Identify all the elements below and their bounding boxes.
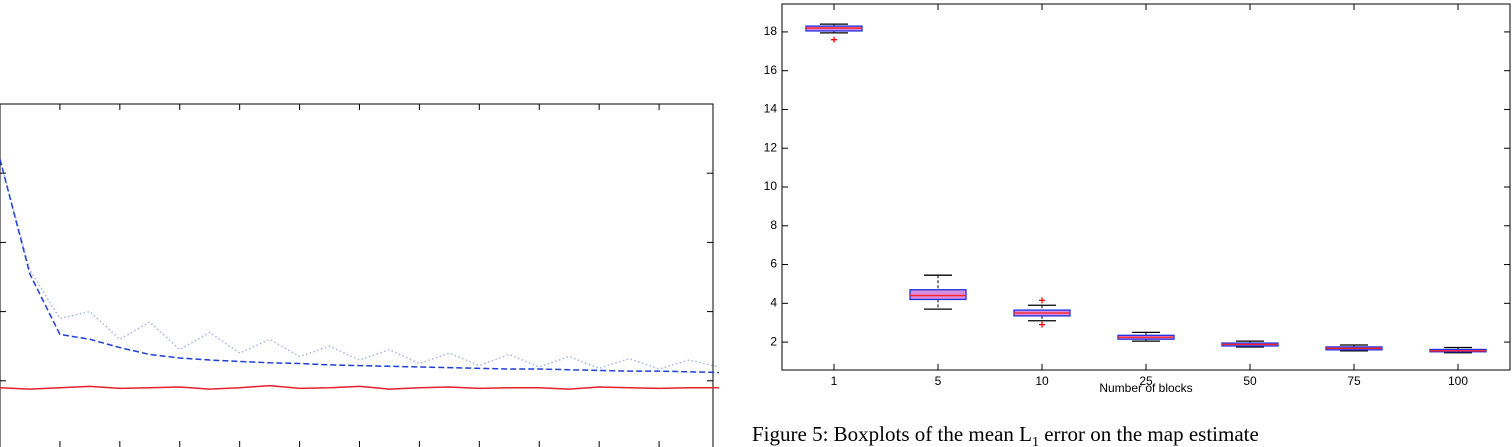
outlier xyxy=(1039,321,1045,328)
y-tick-label: 10 xyxy=(764,179,778,193)
y-tick-label: 8 xyxy=(770,218,777,232)
y-tick-label: 2 xyxy=(770,334,777,348)
y-tick-label: 6 xyxy=(770,257,777,271)
x-tick-label: 50 xyxy=(1243,374,1257,388)
x-tick-label: 75 xyxy=(1347,374,1361,388)
figure-caption: Figure 5: Boxplots of the mean L1 error … xyxy=(752,422,1259,447)
y-tick-label: 16 xyxy=(764,63,778,77)
data-line xyxy=(0,159,720,370)
x-tick-label: 10 xyxy=(1035,374,1049,388)
x-tick-label: 25 xyxy=(1139,374,1153,388)
x-axis-label: Number of blocks xyxy=(1099,381,1192,395)
plot-frame xyxy=(781,3,1511,371)
data-line xyxy=(0,384,719,390)
y-tick-label: 4 xyxy=(770,295,777,309)
data-line xyxy=(0,159,720,374)
caption-prefix: Figure 5: Boxplots of the mean L xyxy=(752,422,1032,446)
y-tick-label: 14 xyxy=(764,102,778,116)
outlier xyxy=(831,36,837,43)
y-tick-label: 18 xyxy=(764,24,778,38)
outlier xyxy=(1039,297,1045,304)
caption-suffix: error on the map estimate xyxy=(1039,422,1259,446)
plot-frame xyxy=(0,103,714,447)
x-tick-label: 1 xyxy=(831,374,838,388)
x-tick-label: 100 xyxy=(1448,374,1468,388)
x-tick-label: 5 xyxy=(935,374,942,388)
caption-subscript: 1 xyxy=(1032,435,1039,447)
y-tick-label: 12 xyxy=(764,140,778,154)
box xyxy=(909,289,967,301)
